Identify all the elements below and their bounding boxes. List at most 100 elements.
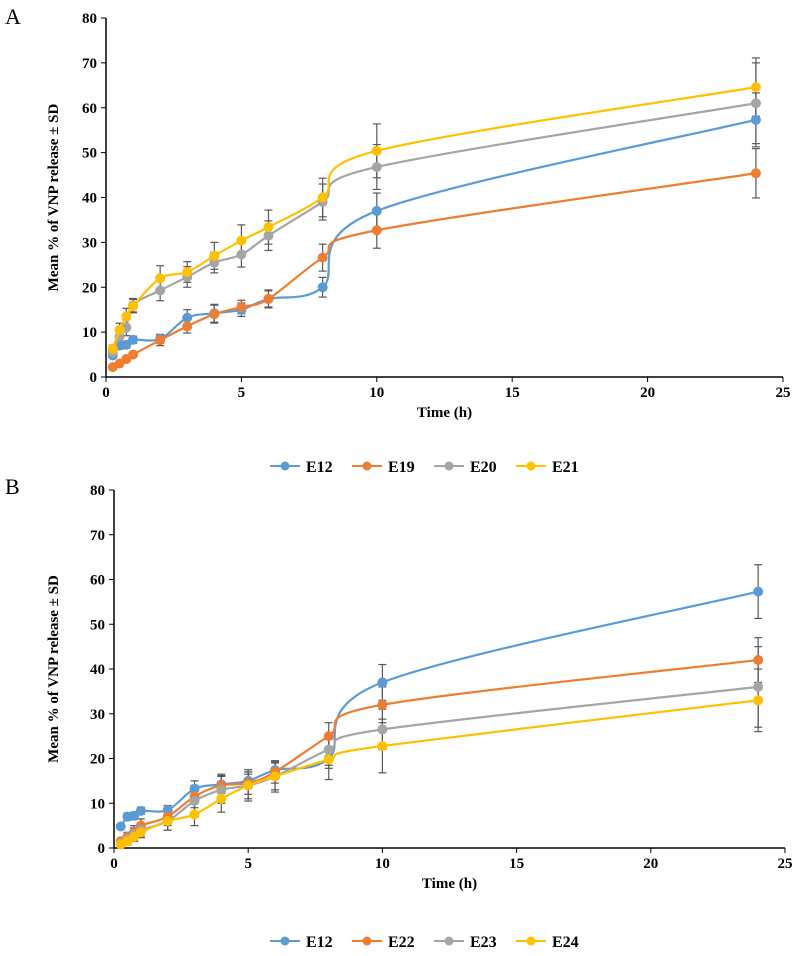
y-tick-label: 80 <box>82 11 97 27</box>
data-point-E19 <box>263 293 274 304</box>
x-tick-label: 15 <box>509 856 524 872</box>
data-point-E12 <box>753 586 764 597</box>
y-tick-label: 60 <box>82 101 97 117</box>
x-tick-label: 15 <box>505 385 520 401</box>
data-point-E12 <box>128 334 139 345</box>
data-point-E21 <box>236 235 247 246</box>
data-point-E21 <box>107 343 118 354</box>
series-line-E22 <box>120 658 759 843</box>
legend-label: E12 <box>306 934 333 951</box>
x-tick-label: 0 <box>110 856 118 872</box>
x-tick-label: 20 <box>643 856 658 872</box>
legend-marker <box>362 461 372 471</box>
data-point-E19 <box>317 252 328 263</box>
data-point-E21 <box>263 222 274 233</box>
legend-marker <box>444 461 454 471</box>
legend-label: E19 <box>388 459 415 476</box>
x-tick-label: 25 <box>776 385 791 401</box>
data-point-E23 <box>377 724 388 735</box>
data-point-E22 <box>753 655 764 666</box>
y-tick-label: 20 <box>82 280 97 296</box>
y-tick-label: 10 <box>82 325 97 341</box>
y-tick-label: 40 <box>90 662 105 678</box>
legend-label: E12 <box>306 459 333 476</box>
y-tick-label: 70 <box>82 56 97 72</box>
legend-label: E21 <box>552 459 579 476</box>
data-point-E19 <box>236 301 247 312</box>
data-point-E24 <box>135 827 146 838</box>
data-point-E12 <box>371 205 382 216</box>
y-tick-label: 50 <box>82 146 97 162</box>
chart-A: A 0 10 20 30 40 50 60 70 80 0 5 10 15 20 25 Time (h) Mean… <box>5 4 791 476</box>
y-tick-label: 10 <box>90 796 105 812</box>
legend-marker <box>280 936 290 946</box>
data-point-E19 <box>182 321 193 332</box>
data-point-E12 <box>750 114 761 125</box>
legend-marker <box>362 936 372 946</box>
data-point-E20 <box>371 161 382 172</box>
data-point-E22 <box>323 731 334 742</box>
panel-label: A <box>5 4 21 29</box>
x-tick-label: 0 <box>102 385 110 401</box>
y-tick-label: 80 <box>90 483 105 499</box>
y-tick-label: 20 <box>90 752 105 768</box>
x-axis-title: Time (h) <box>417 405 472 421</box>
data-point-E19 <box>371 225 382 236</box>
x-tick-label: 10 <box>375 856 390 872</box>
data-point-E24 <box>216 793 227 804</box>
series-line-E23 <box>120 685 759 845</box>
data-point-E21 <box>317 192 328 203</box>
series-line-E21 <box>111 86 757 350</box>
panel-label: B <box>5 474 20 499</box>
data-point-E12 <box>377 677 388 688</box>
data-point-E24 <box>162 816 173 827</box>
data-point-E24 <box>377 740 388 751</box>
legend-marker <box>444 936 454 946</box>
data-point-E21 <box>128 301 139 312</box>
x-tick-label: 5 <box>238 385 246 401</box>
legend-marker <box>526 461 536 471</box>
x-tick-label: 5 <box>244 856 252 872</box>
data-point-E20 <box>155 285 166 296</box>
data-point-E19 <box>155 335 166 346</box>
y-tick-label: 40 <box>82 191 97 207</box>
legend-label: E24 <box>552 934 579 951</box>
data-point-E21 <box>371 145 382 156</box>
y-tick-label: 30 <box>90 707 105 723</box>
data-point-E23 <box>323 744 334 755</box>
y-axis-title: Mean % of VNP release ± SD <box>46 575 62 763</box>
data-point-E23 <box>189 796 200 807</box>
data-point-E19 <box>209 309 220 320</box>
data-point-E12 <box>135 805 146 816</box>
x-tick-label: 10 <box>369 385 384 401</box>
legend-label: E23 <box>470 934 497 951</box>
chart-B: B 0 10 20 30 40 50 60 70 80 0 5 10 15 20 25 Time (h) Mean… <box>5 474 793 951</box>
legend-marker <box>526 936 536 946</box>
data-point-E12 <box>182 312 193 323</box>
series-line-E19 <box>112 172 757 369</box>
legend-marker <box>280 461 290 471</box>
data-point-E12 <box>115 821 126 832</box>
legend-label: E20 <box>470 459 497 476</box>
data-point-E21 <box>155 273 166 284</box>
data-point-E21 <box>121 311 132 322</box>
y-tick-label: 60 <box>90 573 105 589</box>
data-point-E22 <box>377 699 388 710</box>
y-tick-label: 0 <box>98 841 106 857</box>
data-point-E21 <box>750 82 761 93</box>
y-tick-label: 0 <box>90 370 98 386</box>
data-point-E23 <box>216 784 227 795</box>
data-point-E20 <box>750 98 761 109</box>
data-point-E12 <box>317 282 328 293</box>
data-point-E20 <box>263 230 274 241</box>
x-tick-label: 20 <box>640 385 655 401</box>
x-axis-title: Time (h) <box>422 876 477 892</box>
data-point-E24 <box>189 809 200 820</box>
y-tick-label: 30 <box>82 235 97 251</box>
data-point-E24 <box>243 780 254 791</box>
data-point-E19 <box>750 168 761 179</box>
data-point-E21 <box>114 324 125 335</box>
data-point-E24 <box>753 695 764 706</box>
y-tick-label: 70 <box>90 528 105 544</box>
